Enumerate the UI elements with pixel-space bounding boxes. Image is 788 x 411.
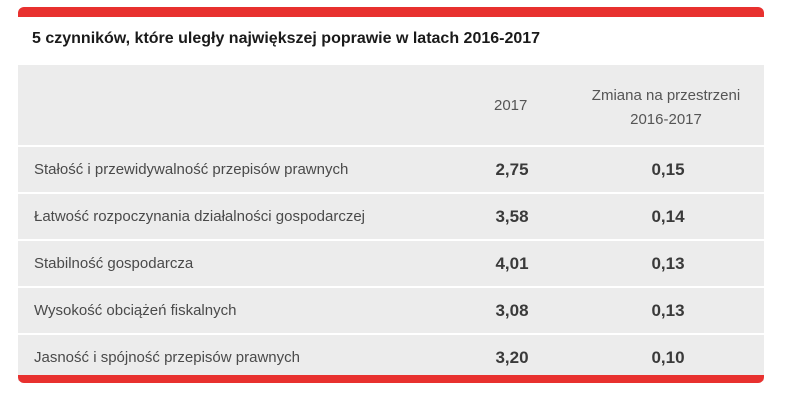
value-change: 0,13 [651, 254, 685, 273]
factor-label: Wysokość obciążeń fiskalnych [34, 302, 237, 319]
column-header-change-line1: Zmiana na przestrzeni [591, 87, 741, 104]
factor-label: Stabilność gospodarcza [34, 255, 194, 272]
table-row: Łatwość rozpoczynania działalności gospo… [18, 194, 764, 241]
bottom-accent-bar [18, 375, 764, 383]
table-row: Stabilność gospodarcza 4,01 0,13 [18, 241, 764, 288]
value-2017: 3,58 [495, 207, 529, 226]
table-title: 5 czynników, które uległy największej po… [32, 30, 541, 47]
table-row: Wysokość obciążeń fiskalnych 3,08 0,13 [18, 288, 764, 335]
factors-table: 2017 Zmiana na przestrzeni 2016-2017 Sta… [18, 65, 764, 381]
column-header-change-line2: 2016-2017 [630, 111, 702, 128]
top-accent-bar [18, 7, 764, 17]
value-2017: 4,01 [495, 254, 529, 273]
value-change: 0,13 [651, 301, 685, 320]
value-2017: 3,20 [495, 348, 529, 367]
value-change: 0,15 [651, 160, 685, 179]
value-change: 0,14 [651, 207, 685, 226]
table-header-row: 2017 Zmiana na przestrzeni 2016-2017 [18, 65, 764, 147]
value-change: 0,10 [651, 348, 685, 367]
table-row: Stałość i przewidywalność przepisów praw… [18, 147, 764, 194]
column-header-change: Zmiana na przestrzeni 2016-2017 [586, 84, 746, 132]
column-header-2017: 2017 [494, 97, 528, 114]
factor-label: Łatwość rozpoczynania działalności gospo… [34, 208, 366, 225]
factor-label: Stałość i przewidywalność przepisów praw… [34, 161, 349, 178]
value-2017: 2,75 [495, 160, 529, 179]
value-2017: 3,08 [495, 301, 529, 320]
table-row: Jasność i spójność przepisów prawnych 3,… [18, 335, 764, 381]
factor-label: Jasność i spójność przepisów prawnych [34, 349, 300, 366]
